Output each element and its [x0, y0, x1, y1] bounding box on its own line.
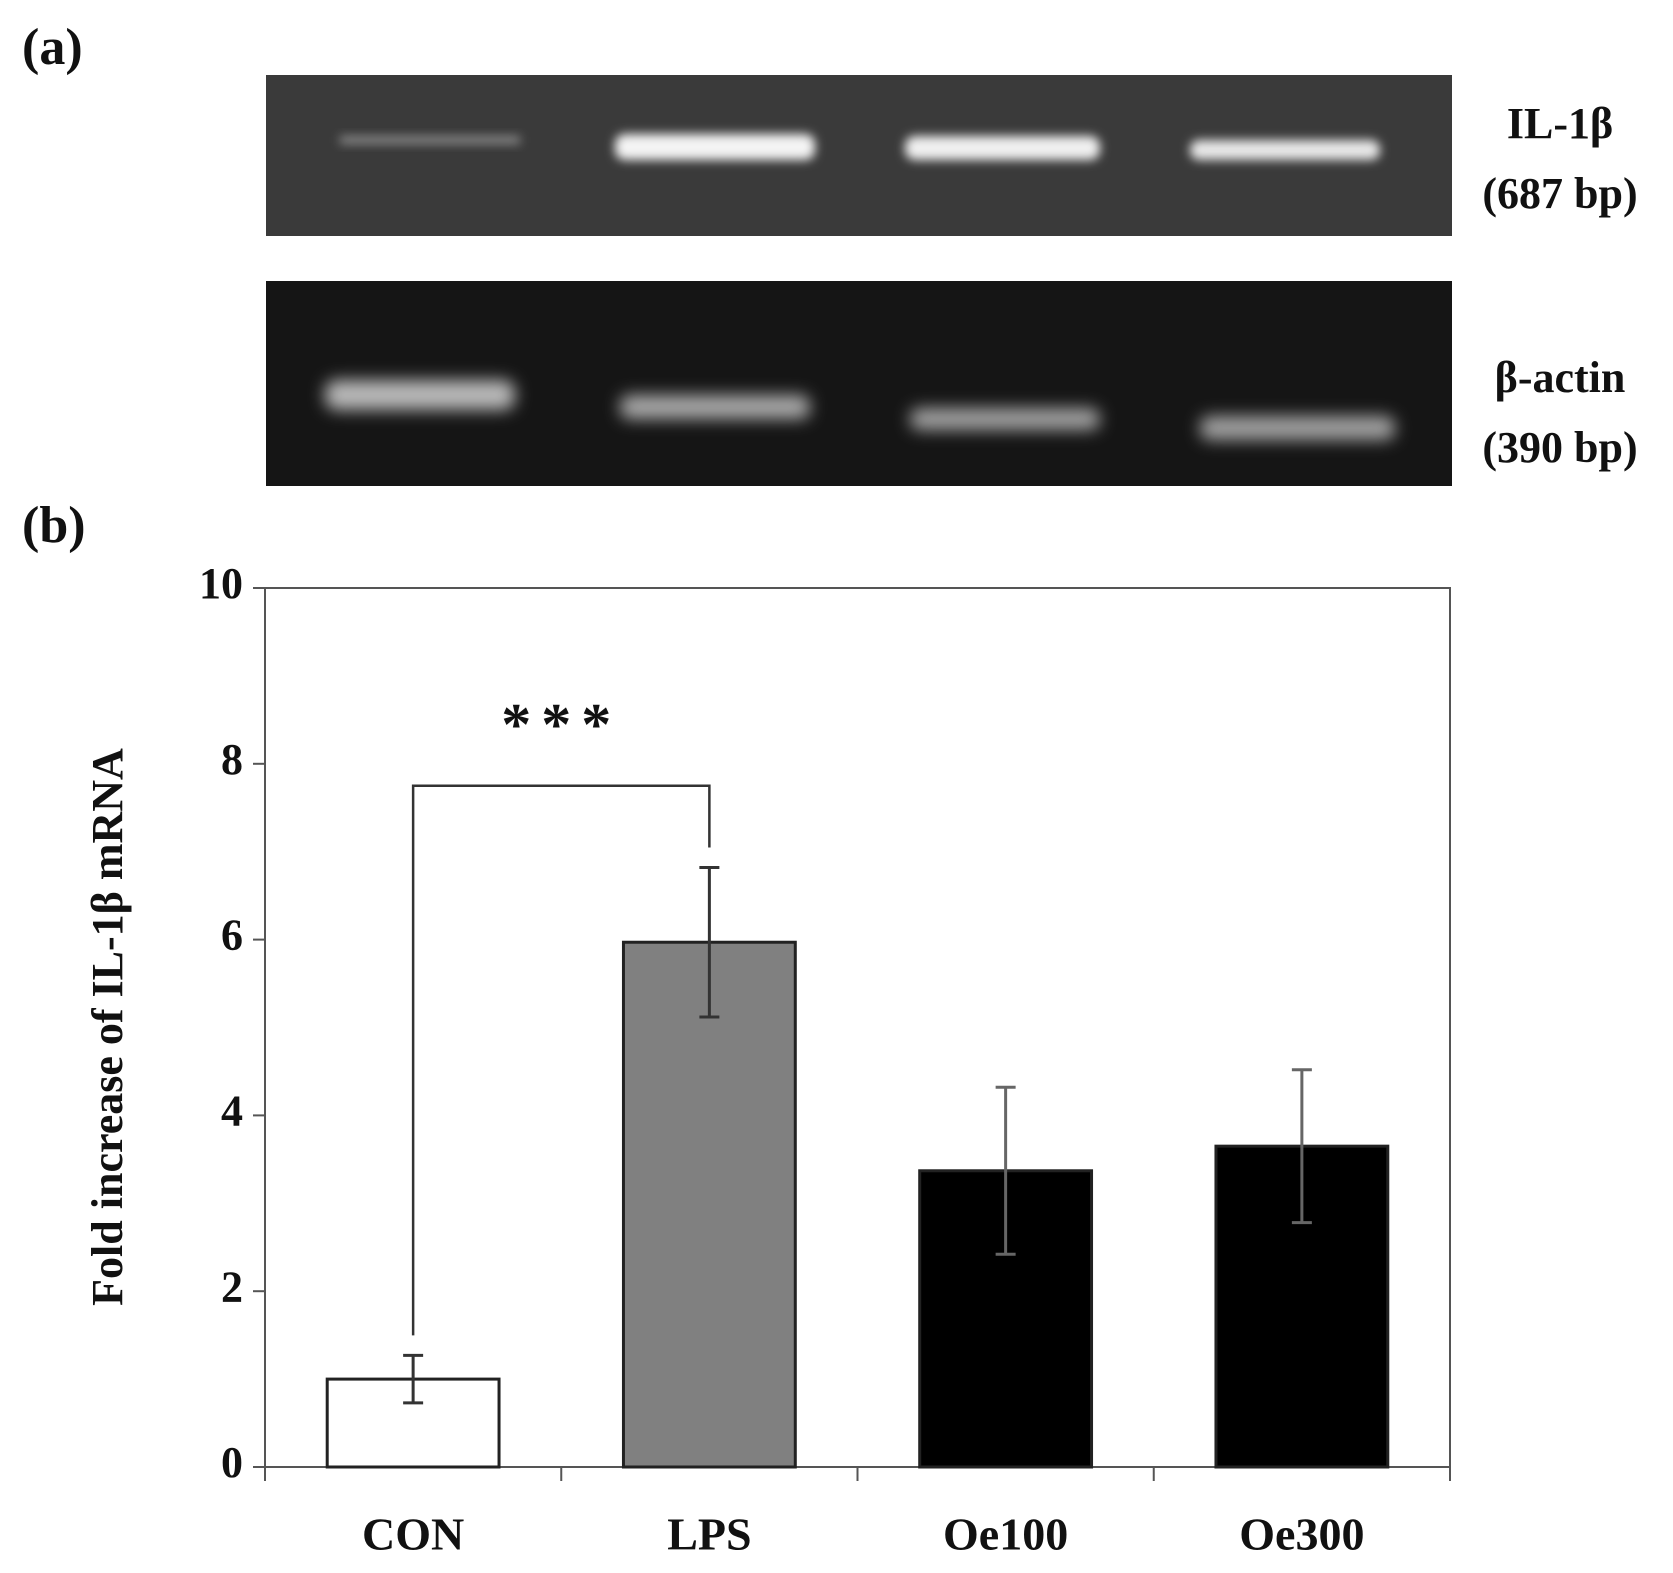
- panel-label: (a): [22, 19, 83, 76]
- y-tick-label: 6: [221, 911, 243, 960]
- gel-label: β-actin: [1495, 353, 1626, 402]
- bar: [621, 940, 797, 1469]
- gel-size: (687 bp): [1482, 169, 1637, 218]
- y-tick-label: 2: [221, 1262, 243, 1311]
- gel-label: IL-1β: [1507, 99, 1613, 148]
- x-tick-label: CON: [362, 1509, 464, 1560]
- panel-label: (b): [22, 497, 86, 554]
- gel-bottom: [266, 281, 1452, 486]
- y-tick-label: 10: [199, 559, 243, 608]
- y-tick-label: 8: [221, 735, 243, 784]
- gel-size: (390 bp): [1482, 423, 1637, 472]
- x-tick-label: Oe300: [1239, 1509, 1364, 1560]
- significance-label: ***: [501, 692, 621, 758]
- y-tick-label: 4: [221, 1086, 243, 1135]
- significance-bracket: [411, 784, 711, 1336]
- x-tick-label: Oe100: [943, 1509, 1068, 1560]
- x-tick-label: LPS: [667, 1509, 751, 1560]
- y-tick-label: 0: [221, 1438, 243, 1487]
- y-axis-label: Fold increase of IL-1β mRNA: [83, 748, 132, 1306]
- gel-top: [266, 75, 1452, 236]
